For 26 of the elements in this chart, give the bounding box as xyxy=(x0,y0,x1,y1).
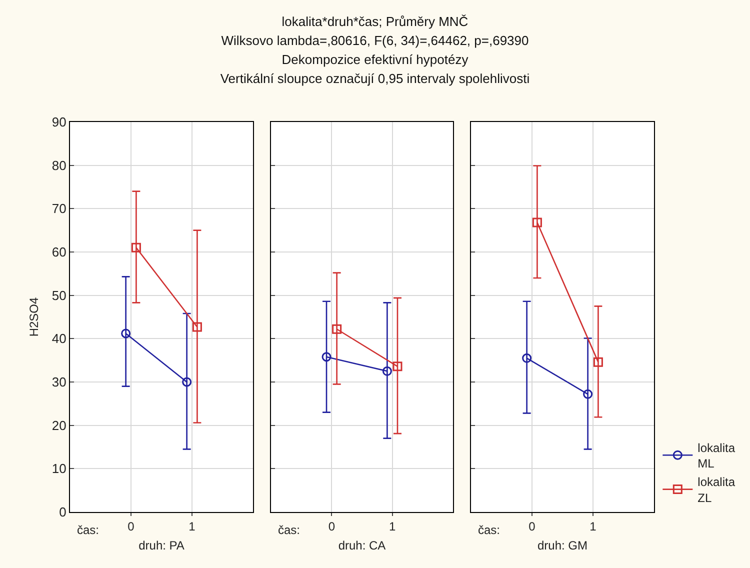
text: čas: xyxy=(77,523,100,537)
y-tick-label: 0 xyxy=(59,504,66,520)
x-axis-title: druh: PA xyxy=(138,538,184,552)
x-tick-label: 0 xyxy=(528,519,536,534)
y-tick-label: 30 xyxy=(52,374,66,390)
x-tick-label: 0 xyxy=(328,519,336,534)
text: čas: xyxy=(478,523,500,537)
y-tick-label: 10 xyxy=(52,461,66,476)
y-tick-label: 50 xyxy=(52,288,66,303)
chart-subtitle: Wilksovo lambda=,80616, F(6, 34)=,64462, p=,69390 Dekompozice efektivní hypotézy Vertikální sloupce označují 0,95 intervaly spolehlivosti xyxy=(219,32,531,88)
y-tick-label: 90 xyxy=(52,114,66,130)
x-tick-label: 0 xyxy=(128,519,135,534)
text: čas: xyxy=(278,523,300,537)
chart-title: lokalita*druh*čas; Průměry MNČ xyxy=(280,13,470,31)
y-tick-label: 80 xyxy=(52,158,66,173)
x-axis-title: druh: GM xyxy=(537,538,588,552)
legend-label: lokalita ZL xyxy=(698,475,736,505)
y-axis-title: H2SO4 xyxy=(27,297,42,337)
y-tick-label: 70 xyxy=(52,201,66,216)
y-tick-label: 60 xyxy=(52,244,66,260)
y-tick-label: 20 xyxy=(52,418,66,433)
x-axis-title: druh: CA xyxy=(338,538,386,552)
x-tick-label: 1 xyxy=(590,519,597,534)
x-tick-label: 1 xyxy=(188,519,196,534)
x-tick-label: 1 xyxy=(388,519,396,534)
y-tick-label: 40 xyxy=(52,331,66,346)
